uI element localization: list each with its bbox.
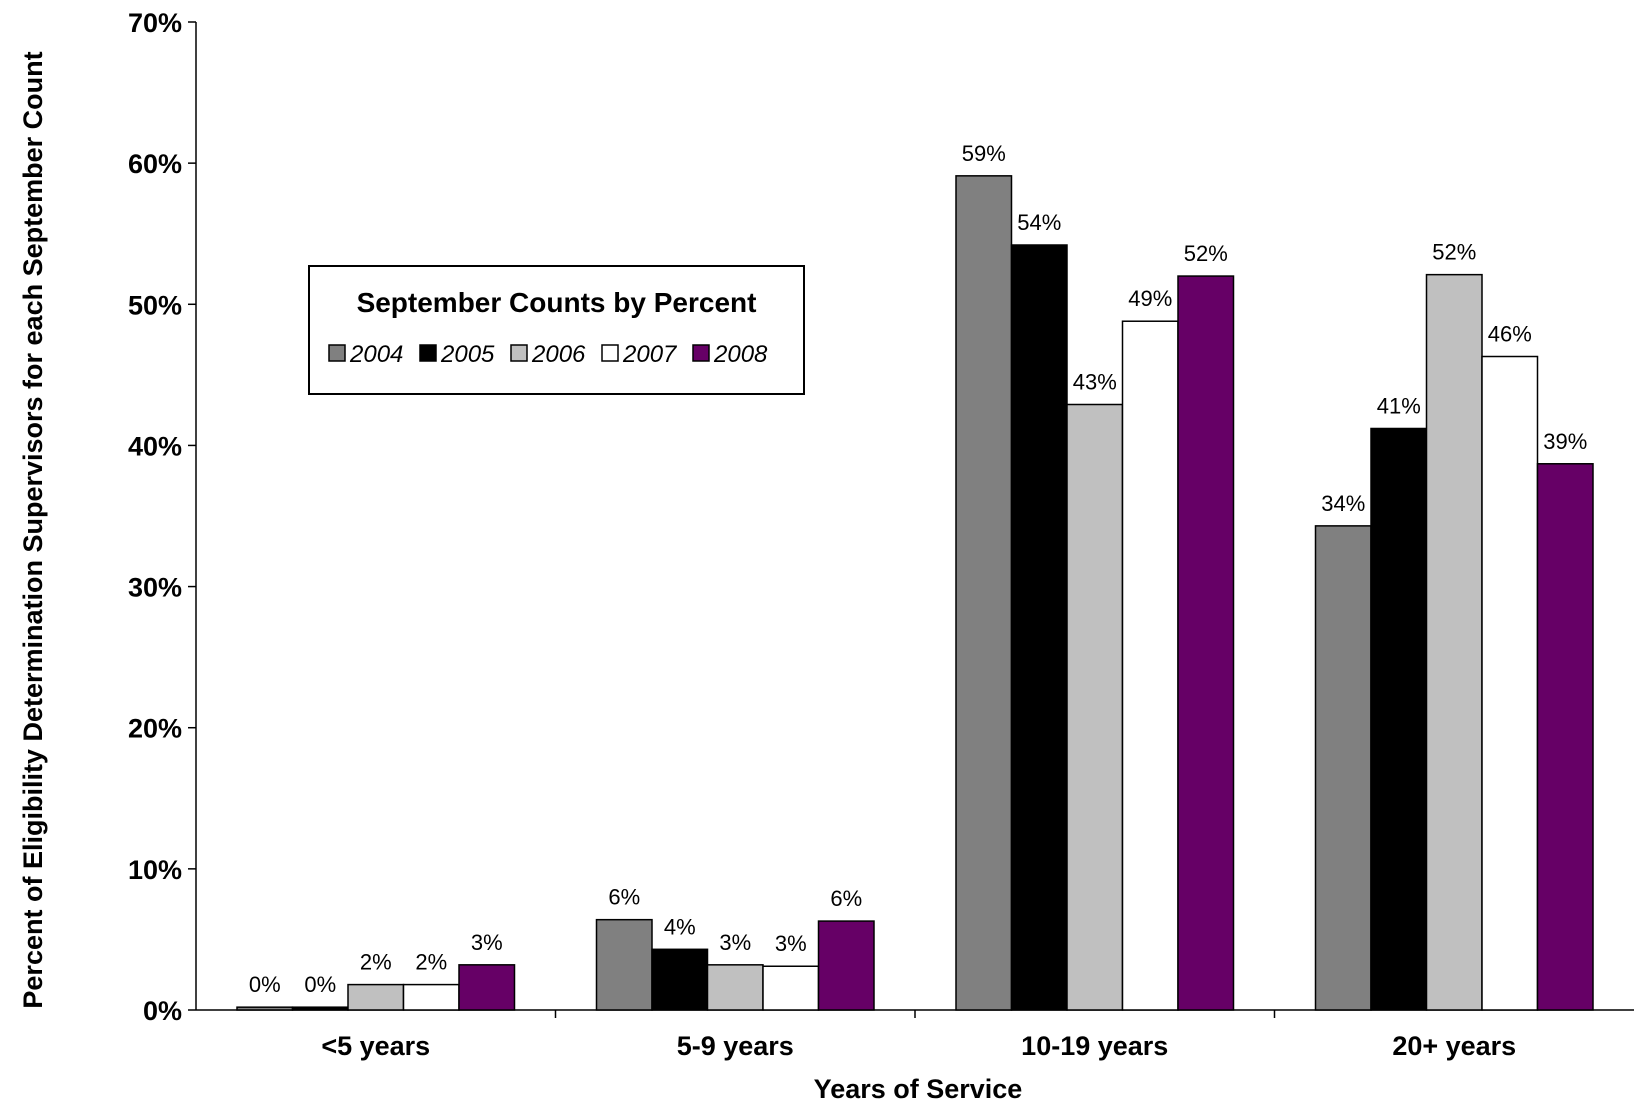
data-label: 3% bbox=[719, 930, 751, 955]
data-label: 0% bbox=[304, 972, 336, 997]
legend-label: 2006 bbox=[531, 341, 586, 368]
y-tick-label: 20% bbox=[128, 714, 182, 744]
legend-swatch bbox=[692, 344, 710, 362]
data-label: 0% bbox=[249, 972, 281, 997]
data-label: 49% bbox=[1128, 286, 1172, 311]
y-tick-label: 10% bbox=[128, 855, 182, 885]
legend-label: 2004 bbox=[349, 341, 403, 368]
y-tick-label: 0% bbox=[143, 996, 182, 1026]
bar bbox=[236, 1006, 294, 1011]
bar bbox=[1121, 320, 1179, 1011]
legend-label: 2008 bbox=[713, 341, 768, 368]
data-label: 2% bbox=[415, 950, 447, 975]
x-axis-title: Years of Service bbox=[814, 1074, 1023, 1102]
bar bbox=[402, 983, 460, 1011]
data-label: 34% bbox=[1321, 491, 1365, 516]
bar bbox=[347, 983, 405, 1011]
bar bbox=[1370, 427, 1428, 1011]
legend-swatch bbox=[419, 344, 437, 362]
legend-title: September Counts by Percent bbox=[357, 287, 757, 318]
data-labels: 0% 0% 2% 2% 3% 6% 4% 3% 3% 6% 59% 54% 43% 49% 52% 34% 41… bbox=[249, 141, 1587, 997]
y-tick-label: 50% bbox=[128, 290, 182, 320]
x-tick-label: <5 years bbox=[321, 1031, 430, 1061]
legend-label: 2007 bbox=[622, 341, 678, 368]
bar bbox=[291, 1006, 349, 1011]
legend-box bbox=[308, 265, 805, 395]
legend-swatch bbox=[601, 344, 619, 362]
y-tick-label: 60% bbox=[128, 149, 182, 179]
y-tick-label: 40% bbox=[128, 431, 182, 461]
bar bbox=[458, 964, 516, 1011]
data-label: 52% bbox=[1184, 241, 1228, 266]
bar bbox=[1010, 244, 1068, 1011]
bar bbox=[651, 948, 709, 1011]
bar bbox=[817, 920, 875, 1011]
y-tick-label: 70% bbox=[128, 8, 182, 38]
bar bbox=[595, 918, 653, 1011]
legend-swatch bbox=[510, 344, 528, 362]
data-label: 39% bbox=[1543, 429, 1587, 454]
y-tick-label: 30% bbox=[128, 573, 182, 603]
data-label: 54% bbox=[1017, 210, 1061, 235]
y-axis-title: Percent of Eligibility Determination Sup… bbox=[18, 51, 48, 1008]
x-tick-label: 20+ years bbox=[1392, 1031, 1516, 1061]
bars bbox=[236, 175, 1594, 1011]
bar bbox=[1066, 403, 1124, 1011]
data-label: 46% bbox=[1488, 322, 1532, 347]
bar bbox=[955, 175, 1013, 1011]
data-label: 41% bbox=[1377, 393, 1421, 418]
legend: September Counts by Percent 2004 2005 2006… bbox=[308, 265, 805, 395]
data-label: 52% bbox=[1432, 240, 1476, 265]
data-label: 43% bbox=[1073, 369, 1117, 394]
data-label: 2% bbox=[360, 950, 392, 975]
bar bbox=[1536, 463, 1594, 1011]
bar bbox=[762, 965, 820, 1011]
bar bbox=[1481, 355, 1539, 1011]
bar bbox=[1314, 525, 1372, 1011]
data-label: 6% bbox=[608, 885, 640, 910]
x-tick-label: 10-19 years bbox=[1021, 1031, 1168, 1061]
legend-label: 2005 bbox=[440, 341, 495, 368]
data-label: 4% bbox=[664, 914, 696, 939]
bar bbox=[706, 964, 764, 1011]
bar bbox=[1425, 273, 1483, 1011]
data-label: 6% bbox=[830, 886, 862, 911]
data-label: 59% bbox=[962, 141, 1006, 166]
bar bbox=[1177, 275, 1235, 1011]
legend-items: 2004 2005 2006 2007 2008 bbox=[328, 341, 768, 368]
x-tick-label: 5-9 years bbox=[677, 1031, 794, 1061]
axes: 0% 10% 20% 30% 40% 50% 60% 70% <5 years 5-9 years… bbox=[128, 8, 1634, 1061]
data-label: 3% bbox=[471, 930, 503, 955]
legend-swatch bbox=[328, 344, 346, 362]
data-label: 3% bbox=[775, 931, 807, 956]
